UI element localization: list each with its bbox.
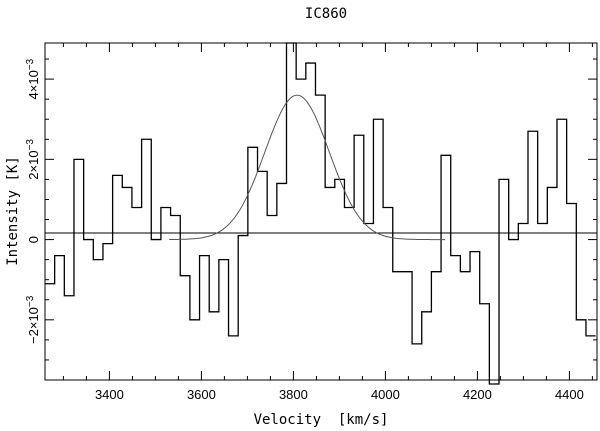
gaussian-fit-series — [169, 94, 446, 241]
x-tick-label: 4000 — [371, 387, 400, 402]
chart-title: IC860 — [305, 6, 347, 22]
spectrum-histogram-series — [45, 42, 596, 385]
x-axis-title: Velocity [km/s] — [254, 412, 389, 428]
y-tick-label: 2×10−3 — [25, 139, 41, 180]
y-tick-label: −2×10−3 — [25, 295, 41, 344]
y-axis-title: Intensity [K] — [5, 156, 21, 266]
x-tick-label: 4200 — [463, 387, 492, 402]
x-tick-label: 4400 — [555, 387, 584, 402]
y-axis-tick-labels: −2×10−3 0 2×10−3 4×10−3 — [25, 58, 41, 344]
x-axis-ticks — [62, 43, 593, 380]
plot-frame — [44, 42, 598, 381]
x-tick-label: 3400 — [95, 387, 124, 402]
y-tick-label: 0 — [26, 236, 41, 243]
x-tick-label: 3600 — [187, 387, 216, 402]
x-axis-tick-labels: 3400 3600 3800 4000 4200 4400 — [95, 387, 584, 402]
y-axis-ticks — [45, 58, 597, 361]
x-tick-label: 3800 — [279, 387, 308, 402]
y-tick-label: 4×10−3 — [25, 58, 41, 99]
